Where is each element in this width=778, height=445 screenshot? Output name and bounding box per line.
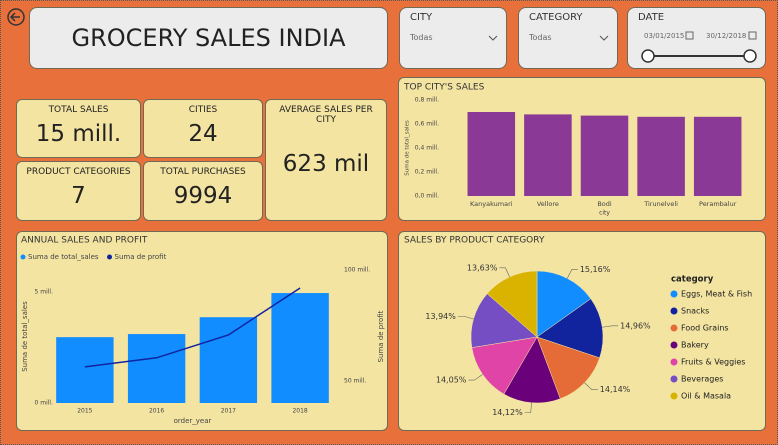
kpi-value: 15 mill. [35,121,122,147]
kpi-value: 24 [188,121,218,147]
slicer-label: DATE [638,12,665,23]
city-slicer[interactable]: CITY Todas [399,7,507,69]
kpi-value: 623 mil [282,151,370,177]
date-slicer[interactable]: DATE 03/01/2015 30/12/2018 [627,7,766,69]
kpi-value: 9994 [173,183,233,209]
date-start[interactable]: 03/01/2015 [644,32,685,40]
kpi-card: AVERAGE SALES PER CITY 623 mil [265,99,387,221]
kpi-label: CITIES [188,105,218,115]
back-button[interactable] [4,5,32,33]
kpi-label: TOTAL PURCHASES [160,167,246,177]
title-box: GROCERY SALES INDIA [29,7,388,69]
slicer-label: CITY [410,12,433,23]
chart-panel [398,231,766,431]
date-end[interactable]: 30/12/2018 [706,32,747,40]
kpi-value: 7 [71,183,86,209]
slicer-value[interactable]: Todas [529,33,552,42]
dropdown-icon [488,35,498,41]
slicer-value[interactable]: Todas [410,33,433,42]
chart-panel [398,77,766,221]
category-slicer[interactable]: CATEGORY Todas [518,7,618,69]
kpi-card: TOTAL PURCHASES 9994 [143,161,263,221]
kpi-label: TOTAL SALES [48,105,109,115]
kpi-label: AVERAGE SALES PER CITY [279,105,373,125]
kpi-card: CITIES 24 [143,99,263,158]
kpi-card: PRODUCT CATEGORIES 7 [16,161,141,221]
kpi-card: TOTAL SALES 15 mill. [16,99,141,158]
dropdown-icon [599,35,609,41]
slicer-label: CATEGORY [529,12,583,23]
kpi-label: PRODUCT CATEGORIES [26,167,131,177]
chart-panel [16,231,388,431]
page-title: GROCERY SALES INDIA [71,24,346,52]
